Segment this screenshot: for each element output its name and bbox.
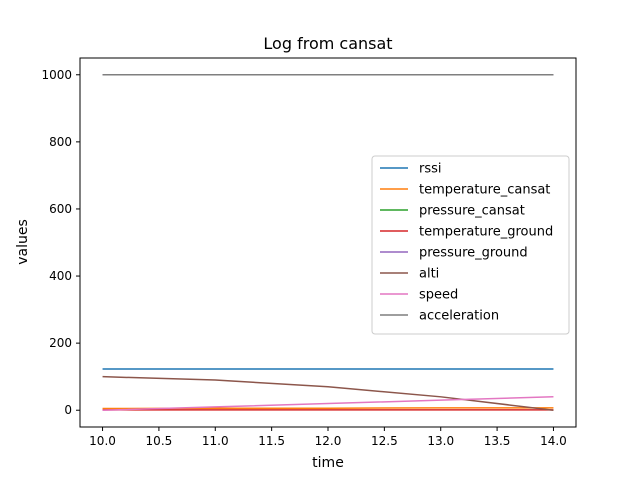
y-tick-label: 200 (49, 336, 72, 350)
legend: rssi temperature_cansat pressure_cansattem… (371, 155, 570, 335)
y-tick-label: 1000 (41, 68, 72, 82)
legend-label: pressure_ground (419, 246, 528, 261)
y-tick-label: 800 (49, 135, 72, 149)
x-tick-label: 13.0 (427, 434, 454, 448)
y-tick-label: 600 (49, 202, 72, 216)
y-tick-label: 0 (64, 403, 72, 417)
x-tick-label: 10.5 (146, 434, 173, 448)
x-tick-label: 11.0 (202, 434, 229, 448)
legend-label: alti (419, 267, 439, 282)
x-axis: 10.0 10.5 11.0 11.5 12.0 12.5 13.0 13.5 14.0 (89, 427, 567, 448)
y-tick-label: 400 (49, 269, 72, 283)
legend-label: temperature_cansat (419, 183, 550, 198)
series-line-speed (102, 396, 554, 411)
legend-label: pressure_cansat (419, 204, 525, 219)
y-axis: 0 200 400 600 800 1000 (41, 68, 80, 417)
x-tick-label: 10.0 (89, 434, 116, 448)
chart-title: Log from cansat (263, 34, 392, 53)
x-tick-label: 12.5 (371, 434, 398, 448)
legend-box (371, 155, 570, 335)
series-line-alti (102, 375, 554, 411)
series-layer (102, 74, 554, 411)
x-tick-label: 12.0 (315, 434, 342, 448)
x-tick-label: 14.0 (540, 434, 567, 448)
legend-label: temperature_ground (419, 225, 553, 240)
legend-label: acceleration (419, 309, 499, 324)
y-axis-label: values (15, 219, 31, 265)
legend-label: speed (419, 288, 458, 303)
legend-label: rssi (419, 162, 442, 177)
x-tick-label: 13.5 (484, 434, 511, 448)
x-axis-label: time (312, 455, 344, 471)
x-tick-label: 11.5 (258, 434, 285, 448)
